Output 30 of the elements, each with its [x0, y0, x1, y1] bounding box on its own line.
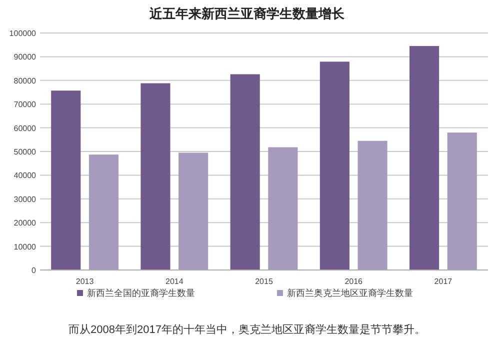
legend-label: 新西兰奥克兰地区亚裔学生数量 — [287, 288, 413, 298]
bar — [178, 152, 208, 270]
bar — [268, 147, 298, 270]
x-tick-label: 2016 — [344, 277, 364, 286]
bar — [358, 140, 388, 270]
y-tick-label: 50000 — [14, 148, 37, 156]
bar — [140, 83, 170, 270]
bar — [51, 90, 81, 270]
y-tick-label: 80000 — [14, 76, 37, 86]
x-tick-label: 2015 — [255, 277, 274, 286]
legend-label: 新西兰全国的亚裔学生数量 — [87, 288, 195, 298]
y-tick-label: 0 — [32, 266, 37, 275]
bar — [88, 154, 119, 270]
x-tick-label: 2013 — [76, 277, 94, 286]
x-tick-label: 2017 — [434, 277, 453, 286]
text: 而从2008年到2017年的十年当中，奥克兰地区亚裔学生数量是节节攀升。 — [68, 323, 426, 336]
y-tick-label: 20000 — [14, 218, 37, 228]
x-tick-label: 2014 — [166, 277, 184, 286]
y-tick-label: 10000 — [14, 242, 37, 252]
bar — [447, 132, 477, 270]
bar — [230, 74, 260, 270]
y-tick-label: 60000 — [14, 124, 37, 133]
y-tick-label: 90000 — [14, 52, 37, 62]
bar — [320, 62, 350, 270]
y-tick-label: 70000 — [14, 100, 37, 110]
bar — [409, 46, 440, 270]
chart-title: 近五年来新西兰亚裔学生数量增长 — [148, 6, 346, 21]
y-tick-label: 100000 — [9, 29, 37, 38]
y-tick-label: 40000 — [14, 171, 37, 180]
y-tick-label: 30000 — [14, 194, 37, 204]
